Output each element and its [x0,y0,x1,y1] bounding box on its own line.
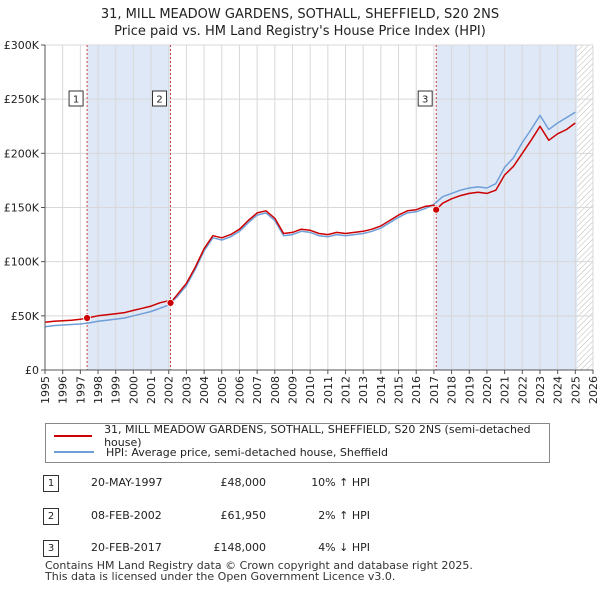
legend-item-hpi: HPI: Average price, semi-detached house,… [54,444,388,460]
x-tick-label: 2018 [446,376,459,404]
hpi-line [44,111,576,328]
x-tick-label: 2023 [534,376,547,404]
x-tick-label: 2012 [340,376,353,404]
sale-number-badge: 2 [43,508,59,525]
x-tick-label: 2004 [198,376,211,404]
legend-label-hpi: HPI: Average price, semi-detached house,… [106,445,389,459]
legend-swatch-hpi [54,451,94,453]
sale-label-box [417,90,433,107]
x-tick-label: 1995 [39,376,52,404]
x-tick-label: 2021 [499,376,512,404]
x-tick-label: 2005 [216,376,229,404]
sale-label-box [68,90,84,107]
x-tick-label: 2019 [463,376,476,404]
x-tick-label: 2022 [516,376,529,404]
x-tick-label: 2025 [569,376,582,404]
x-tick-label: 2009 [286,376,299,404]
sale-row: 1 20-MAY-1997 £48,000 10% ↑ HPI [0,470,600,494]
sale-date: 20-FEB-2017 [91,541,162,554]
sale-label-text: 2 [156,95,162,106]
sale-point [166,298,175,307]
x-tick-label: 2015 [393,376,406,404]
sale-row: 3 20-FEB-2017 £148,000 4% ↓ HPI [0,535,600,559]
sale-hpi-diff: 4% ↓ HPI [318,541,370,554]
x-tick-label: 1999 [110,376,123,404]
x-tick-label: 2010 [304,376,317,404]
y-tick-label: £100K [4,256,40,269]
sale-hpi-diff: 2% ↑ HPI [318,509,370,522]
sale-price: £61,950 [220,509,267,522]
x-tick-label: 2008 [269,376,282,404]
property-price-line [44,122,576,324]
x-tick-label: 2014 [375,376,388,404]
chart-title: 31, MILL MEADOW GARDENS, SOTHALL, SHEFFI… [0,6,600,40]
x-tick-label: 2017 [428,376,441,404]
x-tick-label: 2002 [163,376,176,404]
x-tick-label: 2000 [127,376,140,404]
y-tick-label: £200K [4,147,40,160]
price-chart: 1 2 3 £0 £50K £100K £150K £200K £250K £300K 1995 1… [4,39,600,404]
sale-number-badge: 1 [43,475,59,492]
y-tick-label: £250K [4,93,40,106]
y-tick-label: £50K [11,310,40,323]
sale-row: 2 08-FEB-2002 £61,950 2% ↑ HPI [0,503,600,527]
sale-number-badge: 3 [43,540,59,557]
x-tick-label: 2003 [180,376,193,404]
legend-item-property: 31, MILL MEADOW GARDENS, SOTHALL, SHEFFI… [54,423,549,449]
title-line-1: 31, MILL MEADOW GARDENS, SOTHALL, SHEFFI… [100,7,500,22]
y-tick-label: £0 [25,364,39,377]
x-tick-label: 2016 [410,376,423,404]
y-tick-label: £150K [4,202,40,215]
x-tick-label: 2020 [481,376,494,404]
x-tick-label: 2006 [233,376,246,404]
x-tick-label: 1998 [92,376,105,404]
x-tick-label: 2001 [145,376,158,404]
x-tick-label: 1996 [57,376,70,404]
sale-date: 20-MAY-1997 [91,476,163,489]
x-tick-label: 2013 [357,376,370,404]
sale-point [83,314,91,322]
footer-licence: This data is licensed under the Open Gov… [45,570,396,583]
sale-label-box [152,90,168,107]
y-tick-label: £300K [4,39,40,52]
footer: Contains HM Land Registry data © Crown c… [45,560,473,582]
x-tick-label: 2026 [587,376,600,404]
legend-swatch-property [54,435,93,437]
sale-date: 08-FEB-2002 [91,509,162,522]
x-tick-label: 1997 [74,376,87,404]
sale-price: £48,000 [220,476,267,489]
x-tick-label: 2007 [251,376,264,404]
x-tick-label: 2011 [322,376,335,404]
sale-label-text: 1 [73,95,79,106]
title-line-2: Price paid vs. HM Land Registry's House … [114,24,486,39]
sale-point [432,205,441,214]
sale-label-text: 3 [422,95,428,106]
legend-label-property: 31, MILL MEADOW GARDENS, SOTHALL, SHEFFI… [104,423,531,449]
x-tick-label: 2024 [552,376,565,404]
sale-hpi-diff: 10% ↑ HPI [311,476,370,489]
legend: 31, MILL MEADOW GARDENS, SOTHALL, SHEFFI… [45,423,550,463]
footer-copyright: Contains HM Land Registry data © Crown c… [45,559,473,572]
sale-price: £148,000 [213,541,267,554]
